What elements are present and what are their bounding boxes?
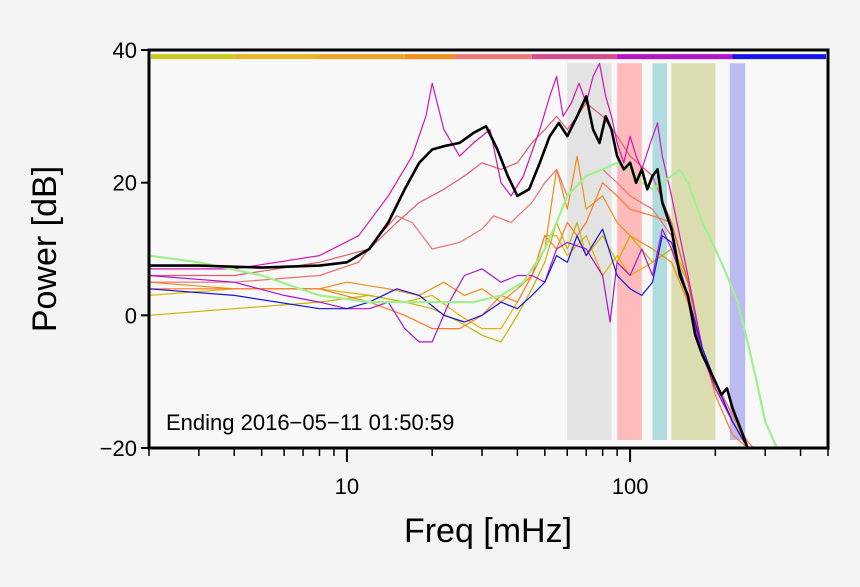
colorbar-segment-6 — [617, 54, 733, 60]
y-tick-label-2: 20 — [113, 171, 137, 196]
y-tick-label-1: 0 — [125, 303, 137, 328]
ending-timestamp-annotation: Ending 2016−05−11 01:50:59 — [166, 410, 454, 435]
y-tick-label-3: 40 — [113, 38, 137, 63]
colorbar-segment-2 — [319, 54, 405, 60]
series-line-9 — [149, 161, 778, 448]
colorbar-segment-1 — [234, 54, 320, 60]
x-tick-label-0: 10 — [335, 474, 359, 499]
band-1 — [617, 63, 642, 441]
colorbar-segment-0 — [151, 54, 235, 60]
y-tick-label-0: −20 — [100, 436, 137, 461]
band-3 — [671, 63, 716, 441]
series-line-10 — [149, 95, 750, 448]
series-line-6 — [149, 62, 749, 448]
colorbar-segment-3 — [404, 54, 455, 60]
band-4 — [729, 63, 746, 441]
spectra-lines — [149, 62, 778, 448]
plot-frame — [147, 48, 830, 450]
band-2 — [652, 63, 667, 441]
top-color-bar — [151, 54, 826, 60]
colorbar-segment-5 — [531, 54, 618, 60]
x-tick-label-1: 100 — [612, 474, 649, 499]
x-axis-title: Freq [mHz] — [404, 512, 572, 550]
colorbar-segment-4 — [454, 54, 532, 60]
colorbar-segment-7 — [732, 54, 826, 60]
y-axis-title: Power [dB] — [26, 166, 64, 332]
